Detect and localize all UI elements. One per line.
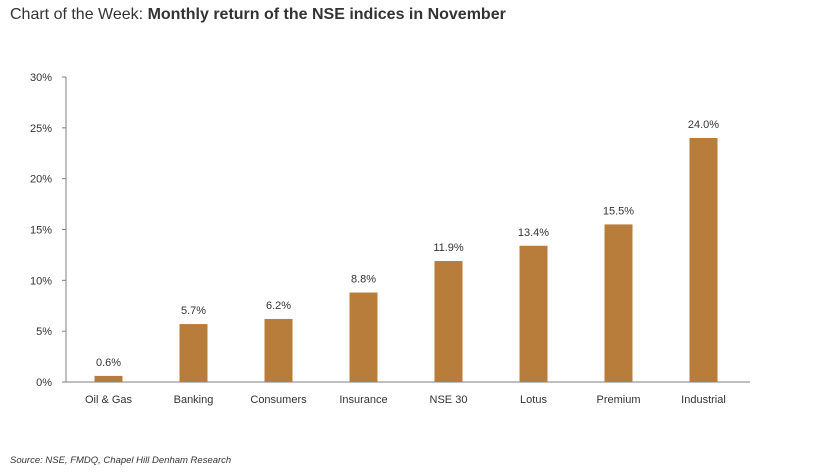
source-note: Source: NSE, FMDQ, Chapel Hill Denham Re…: [10, 455, 232, 466]
data-label: 11.9%: [433, 242, 464, 254]
chart-title-main: Monthly return of the NSE indices in Nov…: [147, 6, 506, 23]
chart-title-lead: Chart of the Week:: [10, 6, 144, 23]
y-axis: 0% 5% 10% 15% 20% 25% 30%: [30, 72, 67, 389]
y-tick-label: 15%: [30, 225, 52, 237]
bar: [264, 318, 293, 382]
data-labels: 0.6% 5.7% 6.2% 8.8% 11.9% 13.4% 15.5% 24.0%: [96, 119, 719, 369]
x-tick-label: Lotus: [520, 394, 547, 406]
x-tick-label: Industrial: [681, 394, 726, 406]
x-tick-label: Oil & Gas: [85, 394, 133, 406]
bar: [604, 224, 633, 382]
data-label: 5.7%: [181, 305, 206, 317]
data-label: 6.2%: [266, 300, 291, 312]
data-label: 8.8%: [351, 274, 376, 286]
y-tick-label: 0%: [36, 377, 52, 389]
bar: [689, 138, 718, 382]
data-label: 0.6%: [96, 357, 121, 369]
bar: [519, 245, 548, 382]
y-tick-label: 5%: [36, 326, 52, 338]
chart-title: Chart of the Week: Monthly return of the…: [10, 6, 506, 24]
bar: [94, 375, 123, 382]
x-axis: Oil & Gas Banking Consumers Insurance NSE 30…: [66, 381, 750, 406]
y-tick-label: 10%: [30, 275, 52, 287]
bar: [349, 292, 378, 382]
x-tick-label: Premium: [596, 394, 640, 406]
bar: [434, 261, 463, 382]
bars: [94, 138, 718, 382]
bar: [179, 324, 208, 382]
x-tick-label: NSE 30: [430, 394, 468, 406]
data-label: 13.4%: [518, 227, 549, 239]
x-tick-label: Insurance: [339, 394, 387, 406]
data-label: 24.0%: [688, 119, 719, 131]
x-tick-label: Banking: [174, 394, 214, 406]
x-tick-label: Consumers: [250, 394, 307, 406]
data-label: 15.5%: [603, 205, 634, 217]
y-tick-label: 25%: [30, 123, 52, 135]
y-tick-label: 30%: [30, 72, 52, 84]
y-tick-label: 20%: [30, 174, 52, 186]
